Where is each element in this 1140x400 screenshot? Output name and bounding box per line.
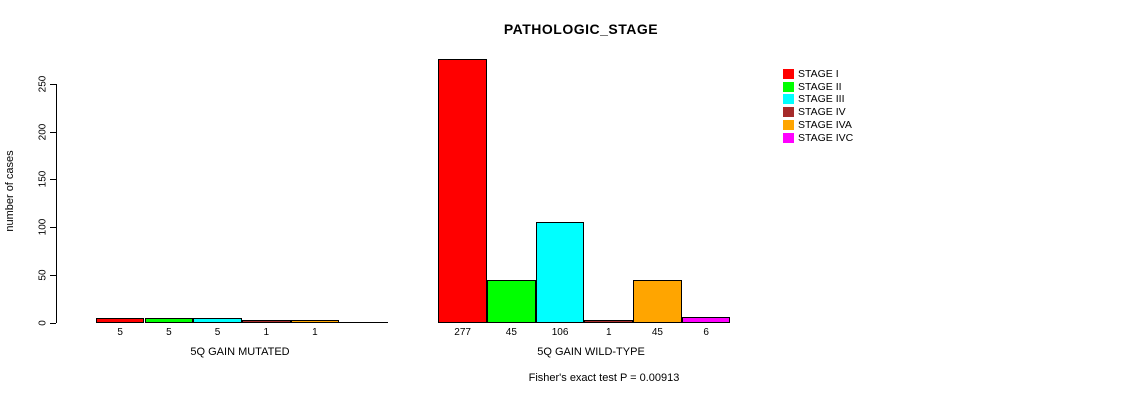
y-tick-label: 100 bbox=[37, 218, 49, 236]
y-axis-title: number of cases bbox=[4, 150, 16, 232]
bar-value-label: 1 bbox=[605, 327, 612, 338]
group-label-mutated: 5Q GAIN MUTATED bbox=[190, 346, 290, 358]
bar-value-label: 5 bbox=[214, 327, 221, 338]
y-tick-label: 200 bbox=[37, 123, 49, 141]
legend-label: STAGE III bbox=[798, 93, 845, 106]
bar bbox=[241, 319, 291, 323]
bar bbox=[438, 58, 487, 323]
legend-label: STAGE II bbox=[798, 80, 842, 93]
legend-label: STAGE IVA bbox=[798, 118, 852, 131]
bar-value-label: 106 bbox=[551, 327, 569, 338]
legend-swatch-icon bbox=[783, 119, 794, 130]
y-tick-mark bbox=[50, 83, 56, 85]
legend-item: STAGE I bbox=[783, 68, 903, 82]
legend-item: STAGE II bbox=[783, 80, 903, 95]
bar-value-label: 5 bbox=[166, 327, 172, 338]
y-axis-line bbox=[56, 84, 57, 323]
y-tick-mark bbox=[50, 131, 56, 133]
fisher-test-annotation: Fisher's exact test P = 0.00913 bbox=[528, 372, 680, 384]
bar-value-label: 45 bbox=[651, 327, 663, 338]
bar-value-label: 1 bbox=[263, 327, 270, 338]
legend-item: STAGE IVC bbox=[783, 131, 903, 146]
legend-swatch-icon bbox=[783, 94, 794, 105]
legend-item: STAGE IVA bbox=[783, 118, 903, 133]
legend-label: STAGE IV bbox=[798, 106, 846, 119]
y-tick-mark bbox=[50, 274, 56, 276]
bar-value-label: 45 bbox=[505, 327, 517, 338]
y-tick-mark bbox=[50, 179, 56, 181]
legend-item: STAGE III bbox=[783, 93, 903, 107]
bar bbox=[144, 317, 194, 323]
bar bbox=[584, 319, 634, 323]
y-tick-mark bbox=[50, 322, 56, 324]
bar bbox=[290, 319, 340, 323]
legend-swatch-icon bbox=[783, 81, 794, 92]
legend-swatch-icon bbox=[783, 69, 794, 79]
bar bbox=[193, 317, 242, 323]
group-label-wildtype: 5Q GAIN WILD-TYPE bbox=[537, 346, 645, 358]
bar bbox=[487, 279, 536, 323]
legend-label: STAGE IVC bbox=[798, 131, 854, 144]
y-tick-label: 150 bbox=[37, 171, 49, 188]
legend-swatch-icon bbox=[783, 132, 794, 143]
bar-value-label: 6 bbox=[703, 327, 709, 338]
chart-title: PATHOLOGIC_STAGE bbox=[503, 21, 659, 37]
bar bbox=[535, 221, 585, 323]
y-tick-label: 0 bbox=[37, 319, 49, 326]
y-tick-label: 250 bbox=[37, 75, 49, 93]
bar bbox=[339, 321, 388, 323]
legend-item: STAGE IV bbox=[783, 106, 903, 120]
bar bbox=[95, 317, 145, 323]
bar bbox=[633, 279, 682, 323]
legend-label: STAGE I bbox=[798, 68, 839, 80]
bar-value-label: 277 bbox=[454, 327, 471, 338]
bar bbox=[681, 316, 731, 323]
bar-value-label: 5 bbox=[117, 327, 123, 338]
bar-value-label: 1 bbox=[312, 327, 318, 338]
y-tick-label: 50 bbox=[37, 269, 49, 281]
y-tick-mark bbox=[50, 227, 56, 229]
legend-swatch-icon bbox=[783, 107, 794, 118]
